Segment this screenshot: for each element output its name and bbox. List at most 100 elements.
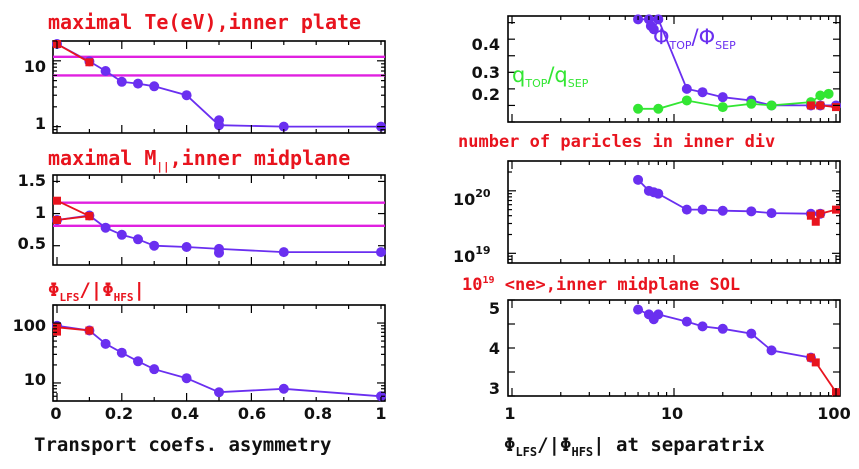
panel5-ytick-1e20: 1020 bbox=[453, 187, 491, 209]
panel6-series-0-point bbox=[633, 304, 644, 315]
panel4-ytick-0.3: 0.3 bbox=[472, 63, 500, 82]
panel6-plot bbox=[508, 299, 840, 397]
panel2-ytick-1.5: 1.5 bbox=[18, 171, 46, 190]
panel2-series-0-point bbox=[278, 247, 289, 258]
panel3-extra-point-0 bbox=[53, 327, 61, 336]
panel4-plot bbox=[508, 14, 841, 123]
panel3-frame bbox=[52, 304, 386, 402]
panel4-ytick-0.4: 0.4 bbox=[472, 35, 500, 54]
left-xtick-0.6: 0.6 bbox=[238, 404, 266, 423]
panel1-plot bbox=[52, 39, 386, 134]
panel2-series-2-point bbox=[85, 212, 94, 221]
panel5-series-0-point bbox=[653, 188, 664, 199]
panel2-series-0-point bbox=[149, 240, 160, 251]
panel1-series-0-point bbox=[133, 78, 143, 89]
panel3-series-0-point bbox=[278, 383, 289, 394]
panel2-series-1-point bbox=[53, 196, 61, 205]
left-xtick-0.2: 0.2 bbox=[105, 404, 133, 423]
panel1-series-0-point bbox=[116, 76, 127, 87]
panel3-plot bbox=[52, 304, 386, 402]
left-xtick-0: 0 bbox=[50, 404, 61, 423]
panel6-series-0-point bbox=[697, 321, 708, 332]
panel1-series-0-point bbox=[100, 66, 111, 77]
panel3-series-0-point bbox=[100, 338, 111, 349]
panel6-ytick-4: 4 bbox=[489, 339, 500, 358]
panel1-ytick-10: 10 bbox=[24, 57, 46, 76]
panel4-series-1-point bbox=[746, 98, 757, 109]
panel5-series-0-point bbox=[697, 204, 708, 215]
panel5-plot bbox=[508, 160, 840, 264]
panel6-ytick-5: 5 bbox=[489, 299, 500, 318]
panel4-series-1-point bbox=[717, 102, 728, 113]
panel3-ytick-100: 100 bbox=[13, 316, 46, 335]
panel5-series-0-point bbox=[766, 208, 777, 219]
panel5-series-1-point bbox=[806, 211, 815, 220]
panel6-series-0-line bbox=[637, 308, 812, 359]
panel4-label-q: qTOP/qSEP bbox=[512, 63, 589, 90]
panel2-series-0-point bbox=[116, 229, 127, 240]
right-xlabel: ΦLFS/|ΦHFS| at separatrix bbox=[504, 434, 765, 459]
panel6-series-1-point bbox=[811, 358, 820, 367]
panel2-series-0-point bbox=[133, 234, 143, 245]
right-xtick-1: 1 bbox=[504, 404, 515, 423]
panel6-frame bbox=[507, 299, 841, 397]
panel2-extra-point-0 bbox=[214, 247, 224, 258]
left-xtick-0.4: 0.4 bbox=[171, 404, 199, 423]
panel5-ytick-1e19: 1019 bbox=[453, 244, 491, 266]
panel2-series-0-point bbox=[181, 242, 192, 252]
panel3-series-0-point bbox=[116, 347, 127, 358]
panel1-series-1-point bbox=[85, 58, 94, 67]
panel4-series-1-point bbox=[823, 88, 834, 99]
panel4-series-0-point bbox=[648, 24, 659, 35]
panel2-series-2-point bbox=[53, 216, 61, 224]
panel3-series-0-line bbox=[56, 324, 382, 398]
panel2-plot bbox=[52, 175, 386, 265]
panel6-series-0-point bbox=[717, 323, 728, 334]
panel4-series-1-point bbox=[766, 100, 777, 111]
panel5-series-0-point bbox=[681, 204, 692, 215]
panel5-frame bbox=[507, 160, 841, 264]
panel5-series-1-point bbox=[816, 209, 825, 218]
panel3-series-0-point bbox=[181, 373, 192, 384]
panel6-series-0-point bbox=[653, 309, 664, 320]
panel3-series-1-line bbox=[56, 326, 90, 332]
panel5-series-1-point bbox=[811, 217, 820, 226]
panel1-series-0-point bbox=[149, 81, 160, 92]
panel2-series-2-line bbox=[56, 215, 90, 221]
left-xtick-1: 1 bbox=[375, 404, 386, 423]
panel4-label-phi: ΦTOP/ΦSEP bbox=[653, 25, 736, 52]
panel5-title: number of paricles in inner div bbox=[458, 132, 775, 152]
panel4-ytick-0.2: 0.2 bbox=[472, 85, 500, 104]
panel5-series-0-point bbox=[746, 206, 757, 217]
panel4-series-0-point bbox=[717, 92, 728, 103]
panel4-series-2-point bbox=[832, 103, 840, 112]
panel2-ytick-0.5: 0.5 bbox=[18, 234, 46, 253]
panel4-series-2-point bbox=[816, 101, 825, 110]
panel3-ytick-10: 10 bbox=[24, 370, 46, 389]
panel2-series-0-point bbox=[376, 247, 386, 258]
panel4-series-1-line bbox=[638, 92, 829, 110]
panel5-series-0-line bbox=[637, 179, 821, 215]
panel2-series-1-line bbox=[56, 199, 90, 217]
right-xtick-100: 100 bbox=[817, 404, 850, 423]
panel3-series-0-point bbox=[133, 356, 143, 367]
panel1-ytick-1: 1 bbox=[35, 114, 46, 133]
panel4-series-0-point bbox=[681, 83, 692, 94]
panel2-series-0-point bbox=[100, 222, 111, 233]
panel6-series-0-point bbox=[681, 316, 692, 327]
panel1-series-1-line bbox=[56, 43, 90, 64]
panel1-extra-point-0 bbox=[214, 115, 224, 126]
panel2-title: maximal M||,inner midplane bbox=[48, 146, 350, 173]
panel1-title: maximal Te(eV),inner plate bbox=[48, 10, 361, 34]
panel6-series-1-point bbox=[806, 353, 815, 362]
panel5-series-0-point bbox=[717, 205, 728, 216]
panel1-series-0-point bbox=[278, 121, 289, 132]
panel2-ytick-1: 1 bbox=[35, 203, 46, 222]
panel3-title: ΦLFS/|ΦHFS| bbox=[48, 279, 145, 304]
panel6-series-0-point bbox=[766, 345, 777, 356]
panel4-series-1-point bbox=[815, 90, 826, 101]
right-xtick-10: 10 bbox=[661, 404, 683, 423]
panel3-series-0-point bbox=[149, 364, 160, 375]
panel4-series-1-point bbox=[653, 103, 664, 114]
